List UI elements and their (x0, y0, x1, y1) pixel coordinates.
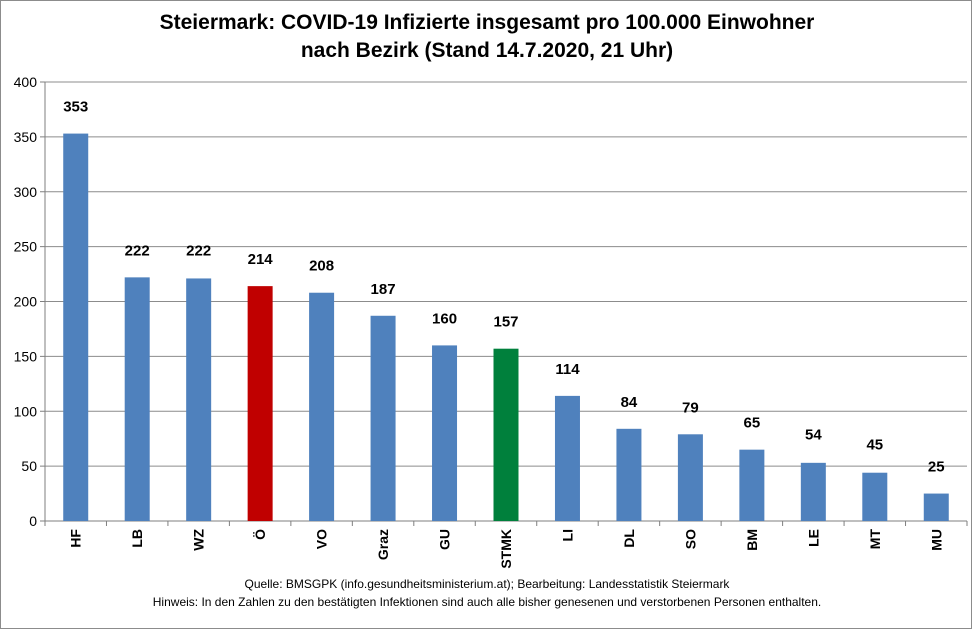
x-tick-label: LB (129, 529, 145, 548)
data-label: 214 (248, 251, 274, 268)
y-tick-label: 350 (14, 129, 38, 145)
bar-stmk (493, 348, 519, 521)
x-tick-label: VO (314, 529, 330, 549)
x-tick-label: GU (437, 529, 453, 550)
y-tick-label: 100 (14, 403, 38, 419)
bar-mt (862, 472, 888, 521)
y-tick-label: 250 (14, 239, 38, 255)
hint-note: Hinweis: In den Zahlen zu den bestätigte… (152, 595, 822, 609)
bar-gu (432, 345, 458, 521)
source-note: Quelle: BMSGPK (info.gesundheitsminister… (244, 577, 730, 591)
x-tick-label: MT (867, 529, 883, 550)
data-label: 45 (866, 437, 883, 454)
data-label: 65 (744, 415, 761, 432)
x-tick-label: WZ (191, 529, 207, 551)
data-label: 114 (555, 361, 580, 378)
y-tick-label: 50 (21, 458, 37, 474)
x-tick-label: LI (559, 529, 575, 541)
bar-hf (63, 133, 89, 521)
y-tick-label: 200 (14, 294, 38, 310)
bar-bm (739, 449, 765, 521)
y-tick-label: 300 (14, 184, 38, 200)
bar-dl (616, 428, 642, 521)
chart-title-line-2: nach Bezirk (Stand 14.7.2020, 21 Uhr) (300, 39, 674, 62)
x-tick-label: Graz (375, 529, 391, 560)
data-label: 208 (309, 258, 334, 275)
chart-title-line-1: Steiermark: COVID-19 Infizierte insgesam… (159, 11, 815, 34)
data-label: 79 (682, 399, 699, 416)
data-label: 25 (928, 459, 945, 476)
x-tick-label: DL (621, 529, 637, 548)
data-label: 54 (805, 427, 822, 444)
data-label: 222 (125, 242, 150, 259)
bar-le (800, 462, 826, 521)
x-tick-label: HF (68, 529, 84, 548)
chart-title: Steiermark: COVID-19 Infizierte insgesam… (1, 9, 972, 65)
bar-vo (309, 292, 335, 521)
x-tick-label: LE (805, 529, 821, 547)
bar-mu (923, 493, 949, 521)
y-tick-label: 150 (14, 348, 38, 364)
x-tick-label: Ö (252, 529, 268, 540)
bar-graz (370, 315, 396, 521)
bar-ö (247, 286, 273, 521)
bar-lb (124, 277, 150, 521)
data-label: 353 (63, 99, 88, 116)
bar-li (554, 395, 580, 521)
x-tick-label: STMK (498, 529, 514, 569)
data-label: 157 (493, 314, 518, 331)
bar-wz (186, 278, 212, 521)
y-tick-label: 0 (29, 513, 37, 529)
y-tick-label: 400 (14, 74, 38, 90)
data-label: 187 (371, 281, 396, 298)
bar-so (677, 434, 703, 521)
x-tick-label: BM (744, 529, 760, 551)
x-tick-label: MU (928, 529, 944, 551)
data-label: 222 (186, 242, 211, 259)
data-label: 160 (432, 310, 457, 327)
data-label: 84 (621, 394, 638, 411)
x-tick-label: SO (682, 529, 698, 549)
